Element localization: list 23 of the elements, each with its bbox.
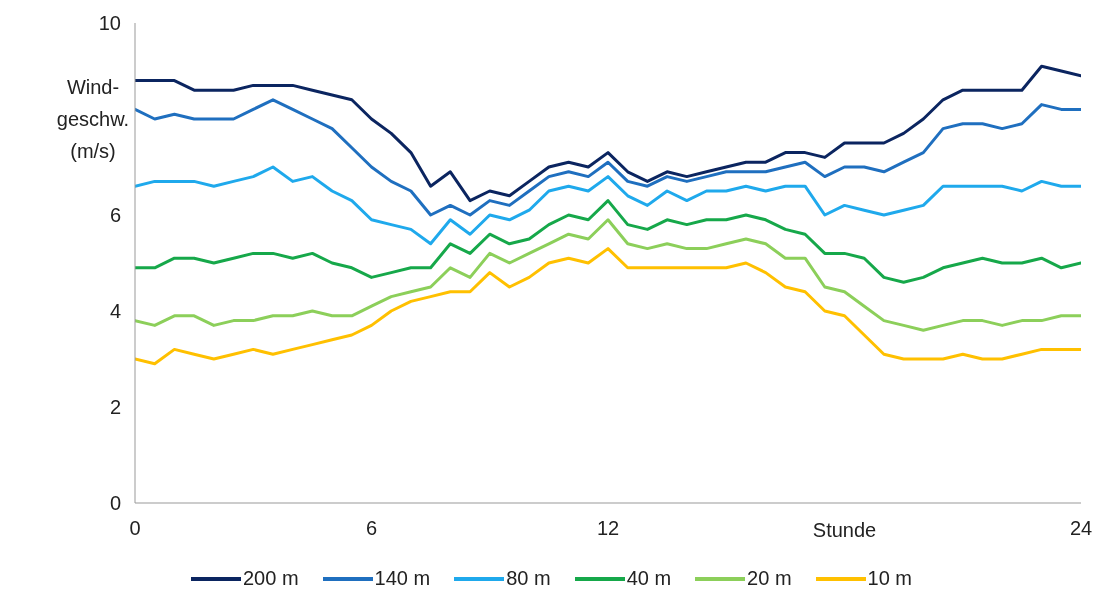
legend-label: 10 m <box>867 567 913 590</box>
line-series <box>135 199 1081 284</box>
line-series <box>135 165 1081 246</box>
y-tick-label: 2 <box>109 396 121 419</box>
y-tick-label: 0 <box>109 492 121 515</box>
x-tick-label: 6 <box>365 517 378 540</box>
y-tick-label: 4 <box>109 300 121 323</box>
x-tick-label: 0 <box>129 517 141 540</box>
legend-label: 140 m <box>374 567 431 590</box>
legend-label: 80 m <box>506 567 551 590</box>
line-series <box>135 98 1081 217</box>
legend-label: 200 m <box>242 567 299 590</box>
line-series <box>135 218 1081 332</box>
x-tick-label: 24 <box>1069 517 1093 540</box>
y-axis-title: Wind-geschw. (m/s) <box>55 75 131 164</box>
line-series <box>135 64 1081 203</box>
x-tick-label: 12 <box>596 517 620 540</box>
x-axis-title: Stunde <box>811 519 878 542</box>
legend-label: 40 m <box>626 567 672 590</box>
y-tick-label: 10 <box>98 12 121 35</box>
legend-label: 20 m <box>747 567 792 590</box>
line-series <box>135 247 1081 366</box>
y-tick-label: 6 <box>109 204 121 227</box>
